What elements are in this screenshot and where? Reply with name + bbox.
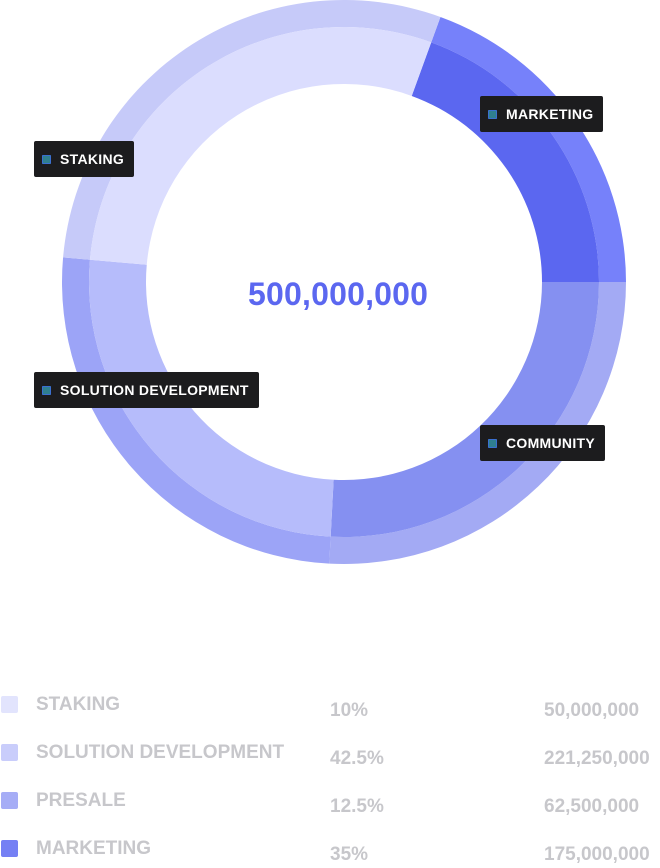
donut-outer-ring-marketing: [431, 17, 626, 282]
donut-segment-community[interactable]: [330, 282, 599, 537]
tooltip-label: SOLUTION DEVELOPMENT: [60, 382, 249, 398]
tooltip-swatch-icon: [42, 385, 51, 395]
legend-amount: 62,500,000: [544, 796, 640, 817]
legend-name: PRESALE: [36, 790, 126, 811]
donut-segment-staking[interactable]: [89, 26, 432, 265]
tooltip-swatch-icon: [42, 154, 51, 164]
legend-row-marketing: MARKETING 35% 175,000,000: [0, 838, 660, 868]
legend-name: SOLUTION DEVELOPMENT: [36, 742, 285, 763]
legend-swatch: [1, 744, 18, 761]
donut-outer-ring-solution-development: [61, 257, 331, 564]
legend-row-presale: PRESALE 12.5% 62,500,000: [0, 790, 660, 820]
total-supply-label: 500,000,000: [248, 276, 429, 312]
tooltip-label: MARKETING: [506, 106, 594, 122]
legend-swatch: [1, 840, 18, 857]
legend-amount: 175,000,000: [544, 844, 650, 865]
tooltip-label: STAKING: [60, 151, 125, 167]
donut-outer-ring-staking: [63, 0, 441, 260]
legend-percent: 42.5%: [330, 748, 384, 769]
tooltip-swatch-icon: [488, 438, 497, 448]
legend-row-staking: STAKING 10% 50,000,000: [0, 694, 660, 724]
tooltip-label: COMMUNITY: [506, 435, 596, 451]
tooltip-solution-development: SOLUTION DEVELOPMENT: [34, 372, 259, 408]
donut-chart: [61, 0, 626, 564]
legend-name: STAKING: [36, 694, 121, 715]
donut-outer-ring-community: [329, 282, 626, 564]
legend-percent: 12.5%: [330, 796, 384, 817]
legend-name: MARKETING: [36, 838, 152, 859]
legend-amount: 50,000,000: [544, 700, 640, 721]
legend-row-solution-development: SOLUTION DEVELOPMENT 42.5% 221,250,000: [0, 742, 660, 772]
tooltip-staking: STAKING: [34, 141, 135, 177]
tooltip-community: COMMUNITY: [480, 425, 606, 461]
legend-swatch: [1, 792, 18, 809]
tooltip-swatch-icon: [488, 109, 497, 119]
legend-percent: 10%: [330, 700, 369, 721]
donut-segment-solution-development[interactable]: [89, 259, 334, 537]
legend-percent: 35%: [330, 844, 369, 865]
donut-segment-marketing[interactable]: [411, 42, 599, 282]
legend-swatch: [1, 696, 18, 713]
tooltip-marketing: MARKETING: [480, 96, 604, 132]
legend-amount: 221,250,000: [544, 748, 650, 769]
